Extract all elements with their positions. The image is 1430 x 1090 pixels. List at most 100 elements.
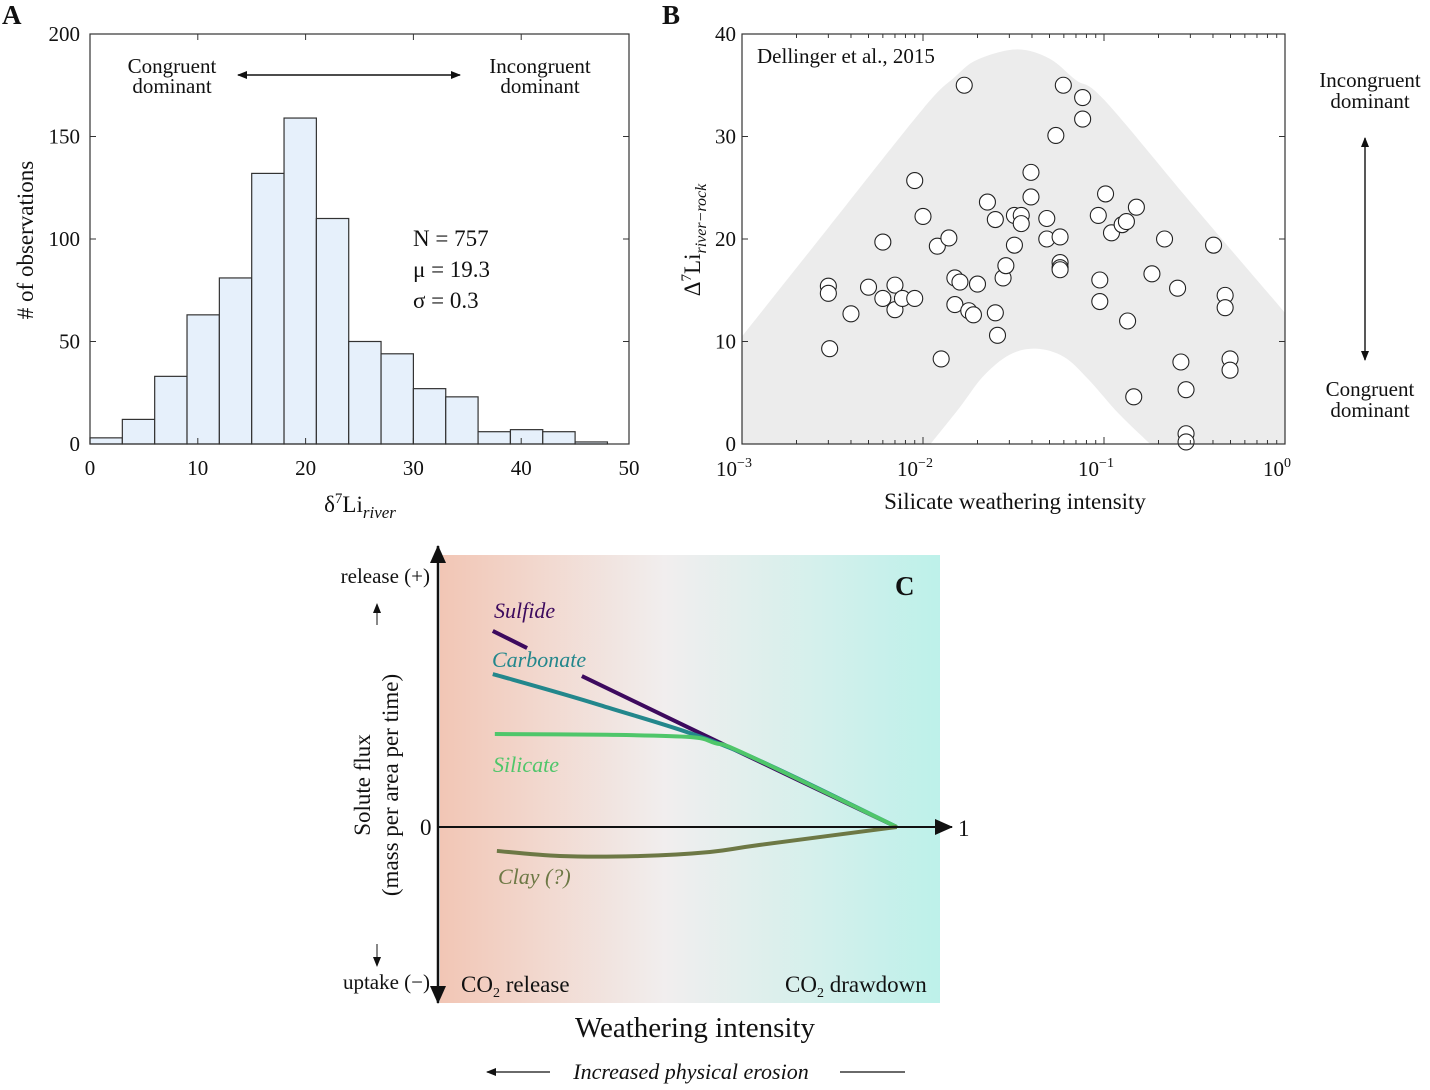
x-tick-label: 50	[619, 456, 640, 480]
scatter-point	[1047, 126, 1065, 145]
y-axis-label-c-2: (mass per area per time)	[378, 674, 403, 896]
scatter-point	[886, 276, 904, 294]
histogram-bar	[477, 431, 512, 445]
series-label: Sulfide	[494, 598, 555, 623]
scatter-point	[1216, 299, 1234, 317]
side-incongruent: Incongruent	[1319, 68, 1421, 92]
y-axis-label-c: Solute flux	[350, 734, 375, 836]
curve-sulfide	[491, 629, 528, 650]
scatter-point	[951, 273, 969, 291]
scatter-point	[1205, 236, 1223, 254]
scatter-point	[1155, 230, 1174, 248]
scatter-point	[874, 289, 892, 308]
x-tick-label: 20	[295, 456, 316, 480]
y-tick-label: 20	[715, 227, 736, 251]
scatter-point	[906, 289, 924, 308]
curve-silicate	[494, 732, 898, 829]
scatter-point	[1022, 188, 1040, 206]
y-tick-label: 100	[49, 227, 81, 251]
scatter-point	[842, 305, 860, 323]
scatter-point	[1177, 381, 1195, 399]
y-tick-label: 150	[49, 125, 81, 149]
uptake-label: uptake (−)	[343, 970, 430, 994]
y-tick-label: 30	[715, 125, 736, 149]
co2-drawdown-label: CO2 drawdown	[785, 972, 927, 1001]
y-tick-label: 200	[49, 22, 81, 46]
stat-n: N = 757	[413, 226, 489, 251]
erosion-note: Increased physical erosion	[572, 1059, 808, 1084]
scatter-point	[986, 210, 1004, 229]
series-label: Carbonate	[492, 647, 586, 672]
scatter-point	[986, 304, 1004, 322]
histogram-bar	[186, 314, 220, 445]
gradient-background	[440, 555, 940, 1003]
scatter-point	[1091, 292, 1109, 311]
co2-release-label: CO2 release	[461, 972, 570, 1001]
y-tick-label: 40	[715, 22, 736, 46]
histogram-bar	[315, 217, 350, 445]
histogram-bar	[251, 172, 285, 445]
side-congruent: Congruent	[1326, 377, 1415, 401]
y-tick-label: 50	[59, 330, 80, 354]
x-tick-label: 40	[511, 456, 532, 480]
scatter-point	[978, 193, 996, 211]
flux-curves: Sulfide Carbonate Silicate Clay (?)	[491, 598, 898, 889]
histogram-bar	[509, 429, 544, 445]
histogram-bar	[412, 388, 447, 445]
scatter-point	[874, 233, 892, 251]
series-label: Silicate	[493, 752, 559, 777]
histogram-bar	[154, 375, 188, 445]
scatter-point	[997, 257, 1015, 275]
scatter-point	[1089, 206, 1107, 224]
scatter-point	[964, 306, 983, 324]
panel-label-a: A	[2, 0, 22, 30]
release-label: release (+)	[341, 564, 430, 588]
scatter-point	[955, 76, 973, 94]
scatter-point	[1177, 433, 1195, 451]
x-tick-label: 10−3	[716, 456, 752, 481]
scatter-point	[1119, 312, 1137, 330]
y-axis-label-a: # of observations	[13, 161, 38, 319]
ticks-b: 10−3 10−2 10−1 100 0 10 20 30 40	[715, 22, 1291, 481]
scatter-point	[1127, 198, 1145, 216]
ticks-a: 0 10 20 30 40 50 0 50 100 150 200	[49, 22, 640, 480]
series-label: Clay (?)	[498, 864, 571, 889]
scatter-point	[859, 278, 878, 296]
annotation-incongruent-2: dominant	[500, 74, 579, 98]
histogram-bar	[542, 431, 576, 445]
scatter-point	[1022, 163, 1040, 181]
source-annotation: Dellinger et al., 2015	[757, 44, 935, 68]
y-tick-label: 0	[726, 432, 737, 456]
stat-sigma: σ = 0.3	[413, 288, 479, 313]
scatter-point	[1005, 236, 1023, 254]
x-axis-label-a: δ7Liriver	[324, 491, 396, 522]
scatter-point	[1221, 361, 1239, 379]
scatter-point	[906, 172, 924, 190]
scatter-point	[932, 350, 950, 368]
scatter-point	[1097, 185, 1115, 203]
x-tick-label: 10−1	[1078, 456, 1114, 481]
y-axis-label-b: Δ7Liriver−rock	[679, 183, 710, 296]
x-tick-label: 100	[1263, 456, 1291, 481]
scatter-point	[821, 340, 839, 358]
panel-label-b: B	[662, 0, 680, 30]
x-tick-one: 1	[958, 816, 970, 841]
scatter-point	[1051, 228, 1069, 246]
scatter-point	[1143, 265, 1161, 283]
panel-b: B 10−3 10−2 10−1 100 0 10 20 30 40 Dellinger et …	[662, 0, 1421, 514]
scatter-point	[1054, 76, 1072, 94]
panel-a: A 0 10 20 30 40 50 0 50 100 150 200 Congruent domi…	[2, 0, 640, 522]
x-tick-label: 0	[85, 456, 96, 480]
scatter-point	[914, 207, 932, 225]
scatter-point	[1125, 388, 1143, 406]
x-tick-label: 10−2	[897, 456, 933, 481]
x-axis-label-c: Weathering intensity	[575, 1012, 816, 1044]
y-tick-label: 0	[70, 432, 81, 456]
histogram-bar	[121, 418, 156, 445]
histogram-bar	[380, 353, 414, 445]
panel-c: C Sulfide Carbonate Silicate Clay (?) 0 1 r…	[341, 545, 970, 1084]
scatter-point	[1051, 261, 1069, 279]
histogram-bar	[348, 340, 382, 445]
histogram-bar	[89, 437, 123, 445]
scatter-point	[1074, 110, 1092, 128]
